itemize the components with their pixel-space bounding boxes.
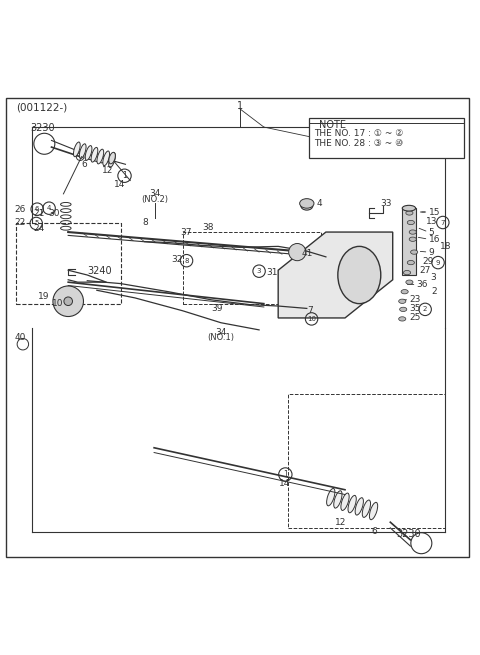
Ellipse shape (301, 202, 313, 210)
Text: 1: 1 (122, 171, 127, 180)
Text: 31: 31 (266, 268, 278, 277)
Ellipse shape (64, 297, 72, 305)
Text: 24: 24 (34, 224, 45, 233)
Text: 34: 34 (149, 189, 161, 198)
Ellipse shape (410, 250, 418, 254)
Text: 3: 3 (430, 273, 436, 282)
Text: 4: 4 (47, 205, 51, 211)
Text: 40: 40 (15, 333, 26, 341)
Text: 38: 38 (202, 223, 213, 232)
Ellipse shape (338, 246, 381, 304)
Text: 25: 25 (409, 314, 421, 322)
Text: 12: 12 (102, 166, 113, 176)
Ellipse shape (91, 147, 98, 162)
Text: 15: 15 (429, 208, 440, 217)
Text: 1: 1 (237, 101, 243, 111)
Ellipse shape (370, 502, 378, 519)
Text: 41: 41 (302, 249, 313, 258)
Text: 3230: 3230 (396, 529, 421, 538)
Circle shape (53, 286, 84, 316)
Ellipse shape (348, 495, 356, 513)
Circle shape (288, 244, 306, 261)
Ellipse shape (399, 299, 406, 303)
Ellipse shape (341, 493, 349, 510)
Text: 1: 1 (283, 470, 288, 479)
Ellipse shape (73, 142, 80, 157)
Ellipse shape (400, 307, 407, 312)
Text: 7: 7 (441, 219, 445, 225)
Text: 8: 8 (184, 257, 189, 264)
Text: 8: 8 (142, 218, 148, 227)
Text: 4: 4 (316, 199, 322, 208)
Ellipse shape (362, 500, 371, 517)
Text: 9: 9 (436, 259, 440, 265)
Ellipse shape (109, 153, 115, 164)
Text: 22: 22 (14, 218, 25, 227)
Ellipse shape (326, 489, 335, 506)
Ellipse shape (300, 198, 314, 208)
Text: 32: 32 (171, 255, 182, 264)
Text: (NO.1): (NO.1) (207, 333, 234, 343)
Ellipse shape (79, 144, 86, 159)
Polygon shape (278, 232, 393, 318)
Ellipse shape (404, 271, 410, 274)
Text: 37: 37 (180, 227, 192, 236)
Text: 5: 5 (34, 221, 38, 227)
Text: 3240: 3240 (87, 266, 112, 276)
Text: 30: 30 (48, 210, 60, 218)
Text: 3230: 3230 (30, 122, 55, 132)
Ellipse shape (97, 149, 104, 164)
Text: 2: 2 (423, 307, 427, 312)
Text: 34: 34 (215, 328, 227, 337)
Text: (NO.2): (NO.2) (142, 195, 168, 204)
Ellipse shape (103, 151, 109, 166)
Text: 19: 19 (38, 292, 49, 301)
Ellipse shape (407, 261, 414, 265)
Ellipse shape (334, 491, 342, 508)
Text: THE NO. 28 : ③ ~ ⑩: THE NO. 28 : ③ ~ ⑩ (314, 139, 403, 148)
Text: 21: 21 (34, 210, 45, 218)
Text: 33: 33 (381, 199, 392, 208)
Text: 10: 10 (307, 316, 316, 322)
Text: NOTE: NOTE (319, 121, 346, 130)
Text: 39: 39 (211, 304, 223, 313)
Text: 18: 18 (441, 242, 452, 251)
Text: 16: 16 (429, 234, 440, 244)
Text: 29: 29 (422, 257, 433, 266)
Ellipse shape (409, 230, 416, 234)
Text: 36: 36 (417, 280, 428, 289)
Ellipse shape (409, 237, 416, 241)
Text: 9: 9 (429, 248, 434, 257)
Text: 5: 5 (429, 227, 434, 236)
Text: THE NO. 17 : ① ~ ②: THE NO. 17 : ① ~ ② (314, 130, 403, 138)
Ellipse shape (85, 145, 92, 160)
Text: 10: 10 (51, 299, 63, 308)
Ellipse shape (406, 211, 413, 215)
Ellipse shape (399, 317, 406, 321)
Ellipse shape (406, 280, 413, 284)
FancyBboxPatch shape (402, 208, 416, 275)
Ellipse shape (355, 498, 363, 515)
Text: 26: 26 (14, 204, 25, 214)
Text: 23: 23 (409, 295, 421, 305)
Text: 14: 14 (279, 479, 290, 488)
Text: 2: 2 (431, 287, 436, 296)
Text: 27: 27 (419, 266, 431, 274)
Text: 14: 14 (114, 180, 125, 189)
Ellipse shape (402, 205, 416, 211)
Text: 7: 7 (307, 307, 312, 315)
Text: 35: 35 (409, 304, 421, 313)
Text: 12: 12 (336, 517, 347, 527)
Ellipse shape (401, 290, 408, 294)
Ellipse shape (108, 153, 115, 168)
Text: 13: 13 (426, 217, 438, 226)
FancyBboxPatch shape (309, 117, 464, 158)
Text: 3: 3 (257, 268, 261, 274)
Text: 6: 6 (371, 527, 377, 536)
Text: 6: 6 (35, 206, 39, 212)
Ellipse shape (407, 220, 414, 225)
Text: 6: 6 (81, 160, 87, 169)
Text: (001122-): (001122-) (16, 102, 67, 112)
